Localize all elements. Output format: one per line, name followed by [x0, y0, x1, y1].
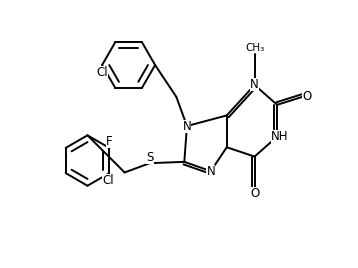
Text: O: O [250, 187, 259, 200]
Text: NH: NH [271, 130, 289, 143]
Text: N: N [207, 165, 215, 178]
Text: S: S [146, 151, 154, 164]
Text: CH₃: CH₃ [245, 43, 264, 53]
Text: O: O [303, 90, 312, 103]
Text: Cl: Cl [102, 174, 114, 187]
Text: F: F [106, 135, 113, 148]
Text: N: N [183, 120, 191, 133]
Text: Cl: Cl [96, 66, 108, 79]
Text: N: N [250, 79, 259, 91]
